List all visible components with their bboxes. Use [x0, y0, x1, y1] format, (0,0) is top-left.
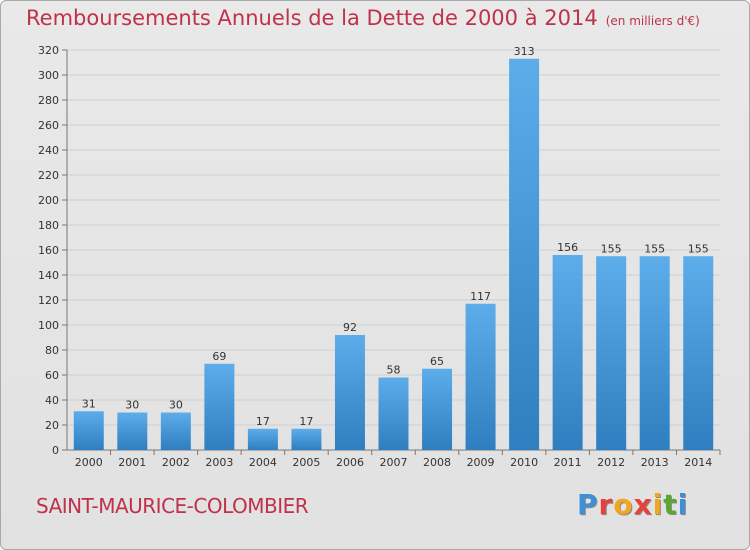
chart-title: Remboursements Annuels de la Dette de 20… [26, 6, 700, 30]
location-name: SAINT-MAURICE-COLOMBIER [36, 494, 309, 518]
y-tick-label: 60 [45, 369, 59, 382]
logo-letter: i [677, 488, 689, 521]
bar [596, 256, 627, 450]
x-tick-label: 2000 [75, 456, 103, 469]
y-tick-label: 160 [38, 244, 59, 257]
y-tick-label: 200 [38, 194, 59, 207]
bar [247, 428, 278, 450]
x-tick-label: 2013 [641, 456, 669, 469]
x-tick-label: 2009 [467, 456, 495, 469]
y-tick-label: 260 [38, 119, 59, 132]
bar-value-label: 31 [82, 397, 96, 410]
y-tick-label: 140 [38, 269, 59, 282]
bar [334, 335, 365, 450]
x-tick-label: 2003 [205, 456, 233, 469]
y-tick-label: 40 [45, 394, 59, 407]
bar-value-label: 313 [514, 45, 535, 58]
bar-value-label: 17 [256, 415, 270, 428]
x-tick-label: 2005 [292, 456, 320, 469]
bar-value-label: 30 [125, 399, 139, 412]
data-labels: 31 30 30 69 17 17 92 58 65 117 313 156 155 155 155 [82, 45, 709, 428]
bar [683, 256, 714, 450]
logo-letter: t [663, 488, 678, 521]
y-tick-label: 100 [38, 319, 59, 332]
bar [378, 377, 409, 450]
bar-value-label: 92 [343, 321, 357, 334]
bar [117, 412, 148, 450]
chart-title-text: Remboursements Annuels de la Dette de 20… [26, 6, 598, 30]
x-tick-label: 2014 [684, 456, 712, 469]
bar-value-label: 30 [169, 399, 183, 412]
bar [509, 58, 540, 450]
bar [291, 428, 322, 450]
x-tick-label: 2004 [249, 456, 277, 469]
logo-letter: r [598, 488, 614, 521]
x-tick-label: 2011 [554, 456, 582, 469]
bars [73, 58, 714, 450]
x-tick-label: 2002 [162, 456, 190, 469]
logo-letter: P [577, 488, 599, 521]
bar [422, 368, 453, 450]
chart-subtitle: (en milliers d'€) [605, 14, 700, 28]
bar-value-label: 155 [601, 242, 622, 255]
bar-value-label: 155 [688, 242, 709, 255]
bar [552, 255, 583, 450]
bar [73, 411, 104, 450]
bar [204, 363, 235, 450]
bar [465, 303, 496, 450]
y-tick-label: 20 [45, 419, 59, 432]
bar [639, 256, 670, 450]
bar-value-label: 117 [470, 290, 491, 303]
y-tick-label: 120 [38, 294, 59, 307]
bar-value-label: 156 [557, 241, 578, 254]
y-tick-label: 240 [38, 144, 59, 157]
bar-value-label: 17 [299, 415, 313, 428]
x-tick-label: 2010 [510, 456, 538, 469]
x-tick-label: 2008 [423, 456, 451, 469]
bar-value-label: 65 [430, 355, 444, 368]
logo-letter: o [613, 488, 634, 521]
y-tick-label: 280 [38, 94, 59, 107]
x-tick-label: 2007 [380, 456, 408, 469]
proxiti-logo[interactable]: Proxiti [577, 488, 688, 521]
bar-value-label: 155 [644, 242, 665, 255]
x-tick-label: 2012 [597, 456, 625, 469]
x-tick-label: 2006 [336, 456, 364, 469]
x-tick-label: 2001 [118, 456, 146, 469]
y-tick-label: 300 [38, 69, 59, 82]
y-tick-label: 0 [52, 444, 59, 457]
y-tick-label: 320 [38, 44, 59, 57]
logo-letter: i [652, 488, 664, 521]
bar-value-label: 69 [212, 350, 226, 363]
bar [160, 412, 191, 450]
axes: 0 20 40 60 80 100 120 140 160 180 200 220 240 260 280 3… [38, 44, 721, 469]
logo-letter: x [633, 488, 653, 521]
y-tick-label: 80 [45, 344, 59, 357]
y-tick-label: 220 [38, 169, 59, 182]
y-tick-label: 180 [38, 219, 59, 232]
bar-value-label: 58 [387, 364, 401, 377]
